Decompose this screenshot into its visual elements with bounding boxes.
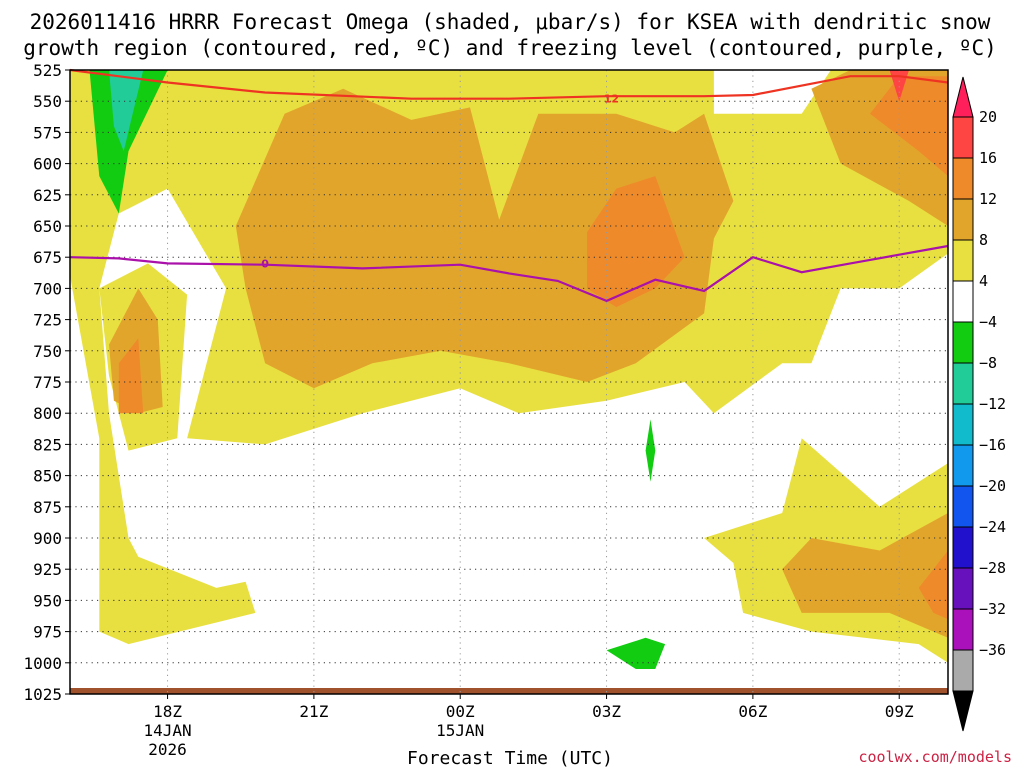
x-tick-label-03Z: 03Z <box>592 702 621 721</box>
x-tick-label-18Z: 18Z <box>153 702 182 721</box>
y-tick-label-800: 800 <box>33 404 62 423</box>
omega-region-7 <box>587 176 685 308</box>
contour-line-0 <box>69 68 949 100</box>
colorbar-swatch-8 <box>952 403 974 446</box>
colorbar-label-4: 4 <box>979 272 988 290</box>
y-tick-label-650: 650 <box>33 217 62 236</box>
y-tick-label-775: 775 <box>33 373 62 392</box>
colorbar-swatch-9 <box>952 444 974 487</box>
omega-region-13 <box>109 70 144 152</box>
chart-grid <box>70 70 948 694</box>
y-tick-label-850: 850 <box>33 467 62 486</box>
chart-title-line2: growth region (contoured, red, ºC) and f… <box>23 36 997 60</box>
colorbar-label-12: −32 <box>979 600 1006 618</box>
x-tick-label-21Z: 21Z <box>299 702 328 721</box>
omega-region-14 <box>645 419 656 482</box>
y-tick-label-1000: 1000 <box>23 654 62 673</box>
colorbar-swatch-3 <box>952 198 974 241</box>
contour-line-1 <box>69 244 949 303</box>
colorbar-label-8: −16 <box>979 436 1006 454</box>
y-tick-label-725: 725 <box>33 311 62 330</box>
colorbar-swatch-2 <box>952 157 974 200</box>
omega-region-3 <box>235 88 734 389</box>
y-tick-label-550: 550 <box>33 92 62 111</box>
colorbar-swatch-7 <box>952 362 974 405</box>
y-tick-label-600: 600 <box>33 155 62 174</box>
y-tick-label-1025: 1025 <box>23 685 62 704</box>
x-tick-label-00Z: 00Z <box>446 702 475 721</box>
colorbar-bottom-arrow <box>952 690 974 732</box>
omega-region-9 <box>870 76 948 177</box>
colorbar-swatch-14 <box>952 649 974 692</box>
colorbar-label-3: 8 <box>979 231 988 249</box>
colorbar-swatch-11 <box>952 526 974 569</box>
y-tick-label-625: 625 <box>33 186 62 205</box>
colorbar-swatch-5 <box>952 280 974 323</box>
colorbar-swatch-4 <box>952 239 974 282</box>
contour-label-1: 0 <box>261 257 269 270</box>
colorbar-swatch-12 <box>952 567 974 610</box>
contour-label-0: 12 <box>604 93 619 106</box>
x-tick-year-18Z: 2026 <box>148 740 187 759</box>
credit-text: coolwx.com/models <box>858 748 1012 766</box>
colorbar-label-5: −4 <box>979 313 997 331</box>
y-tick-label-575: 575 <box>33 123 62 142</box>
x-tick-label-09Z: 09Z <box>885 702 914 721</box>
x-axis-label: Forecast Time (UTC) <box>407 748 613 768</box>
colorbar-label-2: 12 <box>979 190 997 208</box>
colorbar-label-10: −24 <box>979 518 1006 536</box>
x-tick-label-06Z: 06Z <box>738 702 767 721</box>
omega-region-15 <box>606 637 666 669</box>
chart-title-line1: 2026011416 HRRR Forecast Omega (shaded, … <box>30 10 991 34</box>
y-tick-label-825: 825 <box>33 435 62 454</box>
omega-region-12 <box>89 70 168 214</box>
omega-colorbar: 20 16 12 8 4 −4 −8 −12 −16 −20 −24 −28 −32 −36 <box>952 76 1006 732</box>
colorbar-swatch-6 <box>952 321 974 364</box>
y-tick-label-875: 875 <box>33 498 62 517</box>
colorbar-label-7: −12 <box>979 395 1006 413</box>
surface-terrain <box>70 688 948 694</box>
colorbar-label-1: 16 <box>979 149 997 167</box>
omega-region-8 <box>118 338 144 414</box>
omega-region-10 <box>918 550 948 620</box>
x-tick-date-00Z: 15JAN <box>436 721 484 740</box>
colorbar-label-6: −8 <box>979 354 997 372</box>
colorbar-label-11: −28 <box>979 559 1006 577</box>
surface-strip <box>70 688 948 694</box>
colorbar-label-9: −20 <box>979 477 1006 495</box>
omega-shading <box>70 70 948 669</box>
colorbar-swatch-10 <box>952 485 974 528</box>
omega-region-6 <box>782 513 948 638</box>
y-tick-label-925: 925 <box>33 560 62 579</box>
y-tick-label-975: 975 <box>33 623 62 642</box>
y-tick-label-750: 750 <box>33 342 62 361</box>
y-tick-label-900: 900 <box>33 529 62 548</box>
y-tick-label-675: 675 <box>33 248 62 267</box>
colorbar-swatch-13 <box>952 608 974 651</box>
colorbar-swatch-1 <box>952 116 974 159</box>
chart-contours: 12 0 <box>69 68 949 303</box>
colorbar-label-0: 20 <box>979 108 997 126</box>
x-tick-date-18Z: 14JAN <box>143 721 191 740</box>
colorbar-top-arrow <box>952 76 974 118</box>
colorbar-label-13: −36 <box>979 641 1006 659</box>
y-tick-label-700: 700 <box>33 279 62 298</box>
y-axis-ticks: 525 550 575 600 625 650 675 700 725 750 775 800 825 8… <box>23 61 70 704</box>
y-tick-label-525: 525 <box>33 61 62 80</box>
y-tick-label-950: 950 <box>33 591 62 610</box>
